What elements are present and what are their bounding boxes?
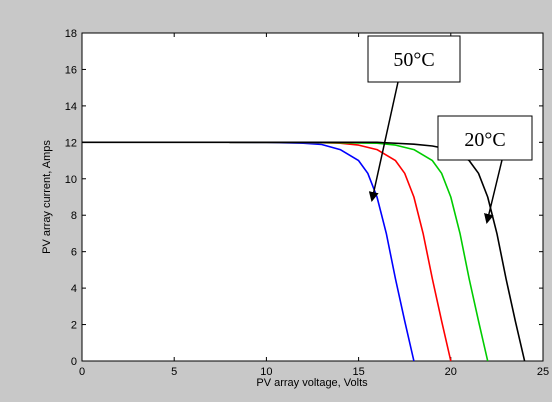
x-tick-label: 25 xyxy=(537,366,549,378)
callout-50c: 50°C xyxy=(367,35,461,202)
x-tick-label: 0 xyxy=(79,366,85,378)
y-axis-label: PV array current, Amps xyxy=(41,140,53,254)
callout-20c-label: 20°C xyxy=(464,129,505,151)
x-tick-label: 10 xyxy=(260,366,272,378)
callout-20c: 20°C xyxy=(437,115,533,224)
y-tick-label: 16 xyxy=(65,64,77,76)
callout-50c-box xyxy=(367,35,461,83)
callout-50c-arrow xyxy=(368,81,399,202)
x-tick-label: 20 xyxy=(445,366,457,378)
y-tick-label: 18 xyxy=(65,28,77,40)
x-tick-label: 5 xyxy=(171,366,177,378)
callout-20c-arrow xyxy=(484,159,503,224)
y-tick-label: 0 xyxy=(71,356,77,368)
y-tick-label: 12 xyxy=(65,137,77,149)
y-tick-label: 14 xyxy=(65,101,77,113)
y-tick-label: 8 xyxy=(71,210,77,222)
callout-50c-label: 50°C xyxy=(393,49,434,71)
y-tick-label: 6 xyxy=(71,247,77,259)
x-axis-label: PV array voltage, Volts xyxy=(256,377,368,389)
y-tick-label: 4 xyxy=(71,283,77,295)
x-tick-label: 15 xyxy=(352,366,364,378)
y-tick-label: 10 xyxy=(65,174,77,186)
plot-area xyxy=(81,32,544,362)
callout-20c-box xyxy=(437,115,533,161)
y-tick-label: 2 xyxy=(71,320,77,332)
